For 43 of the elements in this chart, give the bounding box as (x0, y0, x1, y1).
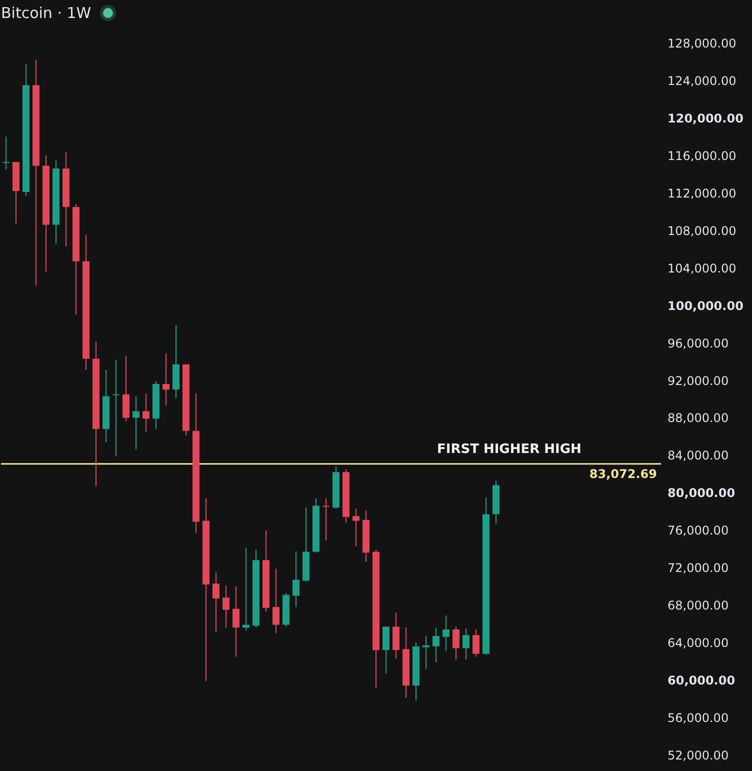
candlestick (162, 352, 170, 406)
candlestick (422, 636, 430, 670)
candlestick (382, 626, 390, 674)
y-tick-label: 124,000.00 (668, 74, 736, 88)
y-tick-label: 56,000.00 (668, 711, 729, 726)
y-tick-label: 92,000.00 (668, 374, 729, 388)
candlestick (472, 628, 480, 658)
y-tick-label: 76,000.00 (668, 524, 729, 538)
y-tick-label: 96,000.00 (668, 336, 729, 350)
y-tick-label: 84,000.00 (668, 448, 729, 463)
candlestick (222, 584, 230, 628)
candlestick (452, 626, 460, 660)
candlestick (272, 568, 280, 634)
candlestick (432, 627, 440, 663)
y-tick-label: 80,000.00 (668, 486, 736, 500)
chart-title: Bitcoin · 1W (1, 4, 92, 22)
annotation: FIRST HIGHER HIGH (436, 442, 582, 457)
y-tick-label: 112,000.00 (668, 186, 736, 200)
candlestick (132, 396, 140, 450)
y-tick-label: 116,000.00 (668, 148, 736, 163)
candlestick (462, 628, 470, 660)
y-tick-label: 68,000.00 (668, 598, 729, 613)
y-tick-label: 64,000.00 (668, 636, 729, 650)
candlestick (2, 136, 10, 170)
ref-line-label: 83,072.69 (589, 466, 657, 481)
y-tick-label: 88,000.00 (668, 411, 729, 426)
candlestick (392, 612, 400, 660)
candlestick (212, 572, 220, 633)
y-tick-label: 100,000.00 (668, 298, 744, 313)
candlestick (292, 551, 300, 608)
candlestick (122, 355, 130, 422)
candlestick (352, 508, 360, 547)
candlestick (142, 392, 150, 432)
y-tick-label: 128,000.00 (668, 36, 736, 50)
y-tick-label: 52,000.00 (668, 748, 729, 762)
y-tick-label: 104,000.00 (668, 261, 736, 276)
y-tick-label: 108,000.00 (668, 224, 736, 238)
candlestick (112, 359, 120, 457)
y-tick-label: 120,000.00 (668, 111, 744, 126)
candlestick (232, 586, 240, 658)
candlestick (442, 614, 450, 652)
y-tick-label: 72,000.00 (668, 561, 729, 576)
y-tick-label: 60,000.00 (668, 674, 736, 688)
